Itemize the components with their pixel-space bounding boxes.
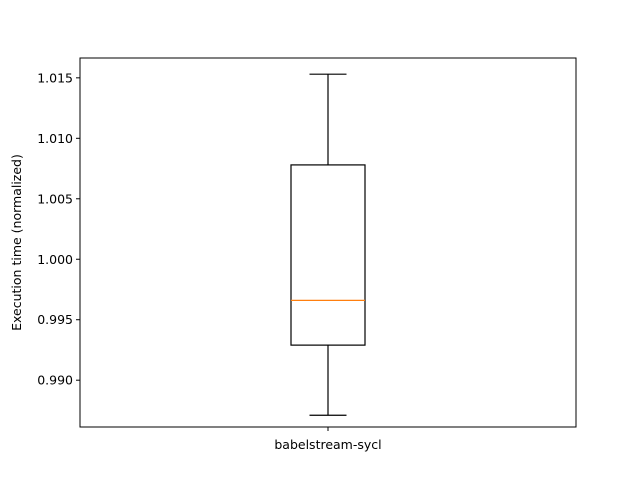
y-tick-label: 1.000 [37, 252, 73, 267]
plot-area [290, 73, 366, 416]
iqr-box [290, 164, 366, 346]
x-tick-label: babelstream-sycl [274, 437, 381, 452]
y-tick-label: 0.995 [37, 312, 73, 327]
y-tick-label: 1.010 [37, 131, 73, 146]
x-axis: babelstream-sycl [274, 427, 382, 452]
y-axis-label: Execution time (normalized) [9, 154, 24, 331]
y-axis: 0.990 0.995 1.000 1.005 1.010 1.015 [37, 70, 80, 388]
y-tick-label: 0.990 [37, 373, 73, 388]
y-tick-label: 1.015 [37, 70, 73, 85]
y-tick-label: 1.005 [37, 191, 73, 206]
